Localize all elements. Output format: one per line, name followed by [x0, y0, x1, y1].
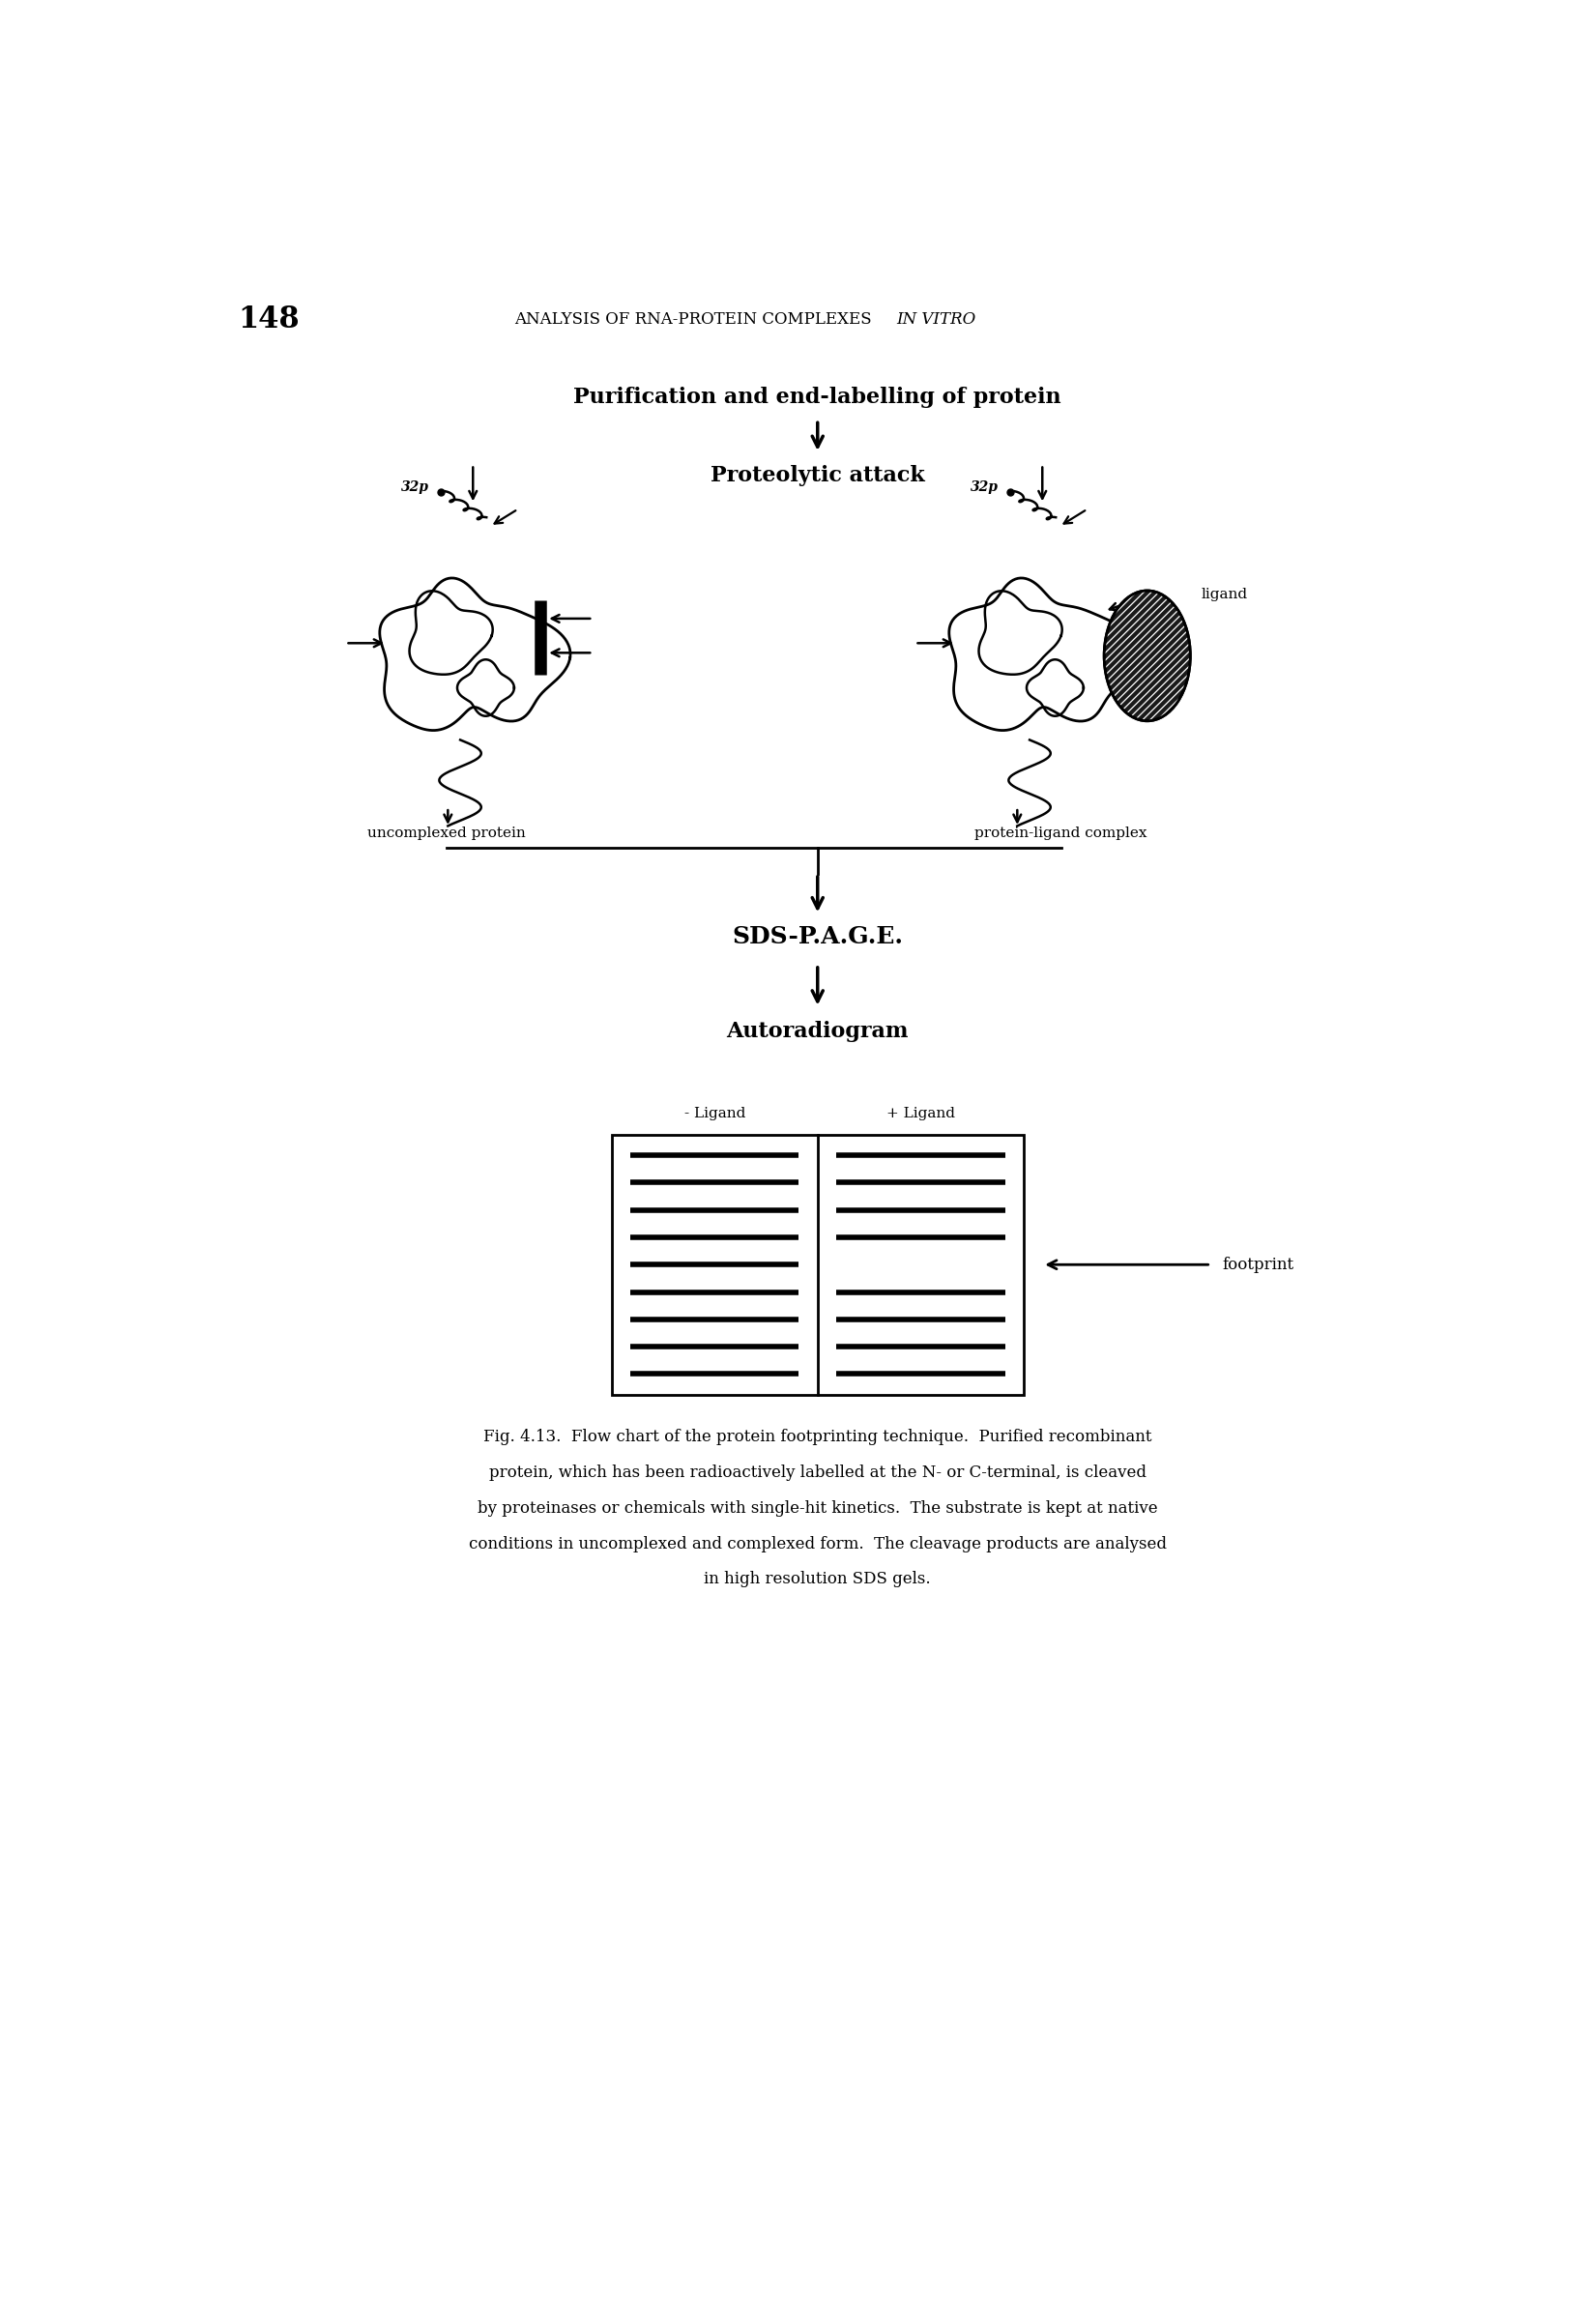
Text: protein, which has been radioactively labelled at the N- or C-terminal, is cleav: protein, which has been radioactively la…	[488, 1464, 1146, 1480]
Text: ligand: ligand	[1202, 587, 1248, 601]
Text: Purification and end-labelling of protein: Purification and end-labelling of protei…	[573, 387, 1061, 408]
Text: + Ligand: + Ligand	[886, 1107, 954, 1121]
Text: - Ligand: - Ligand	[685, 1107, 745, 1121]
Text: 32p: 32p	[970, 480, 999, 494]
Text: conditions in uncomplexed and complexed form.  The cleavage products are analyse: conditions in uncomplexed and complexed …	[469, 1536, 1167, 1552]
Text: SDS-P.A.G.E.: SDS-P.A.G.E.	[733, 926, 903, 949]
Text: footprint: footprint	[1223, 1257, 1294, 1274]
Bar	[611, 1134, 1023, 1394]
Text: Proteolytic attack: Proteolytic attack	[710, 464, 924, 487]
Text: IN VITRO: IN VITRO	[897, 311, 975, 327]
Text: by proteinases or chemicals with single-hit kinetics.  The substrate is kept at : by proteinases or chemicals with single-…	[477, 1499, 1157, 1517]
Text: 32p: 32p	[401, 480, 429, 494]
Text: Fig. 4.13.  Flow chart of the protein footprinting technique.  Purified recombin: Fig. 4.13. Flow chart of the protein foo…	[484, 1429, 1152, 1445]
Text: ANALYSIS OF RNA-PROTEIN COMPLEXES: ANALYSIS OF RNA-PROTEIN COMPLEXES	[514, 311, 876, 327]
Ellipse shape	[1104, 592, 1191, 722]
Text: protein-ligand complex: protein-ligand complex	[975, 826, 1148, 840]
Text: uncomplexed protein: uncomplexed protein	[367, 826, 525, 840]
Text: 148: 148	[238, 304, 300, 334]
Text: Autoradiogram: Autoradiogram	[726, 1021, 908, 1042]
Text: in high resolution SDS gels.: in high resolution SDS gels.	[704, 1571, 930, 1587]
